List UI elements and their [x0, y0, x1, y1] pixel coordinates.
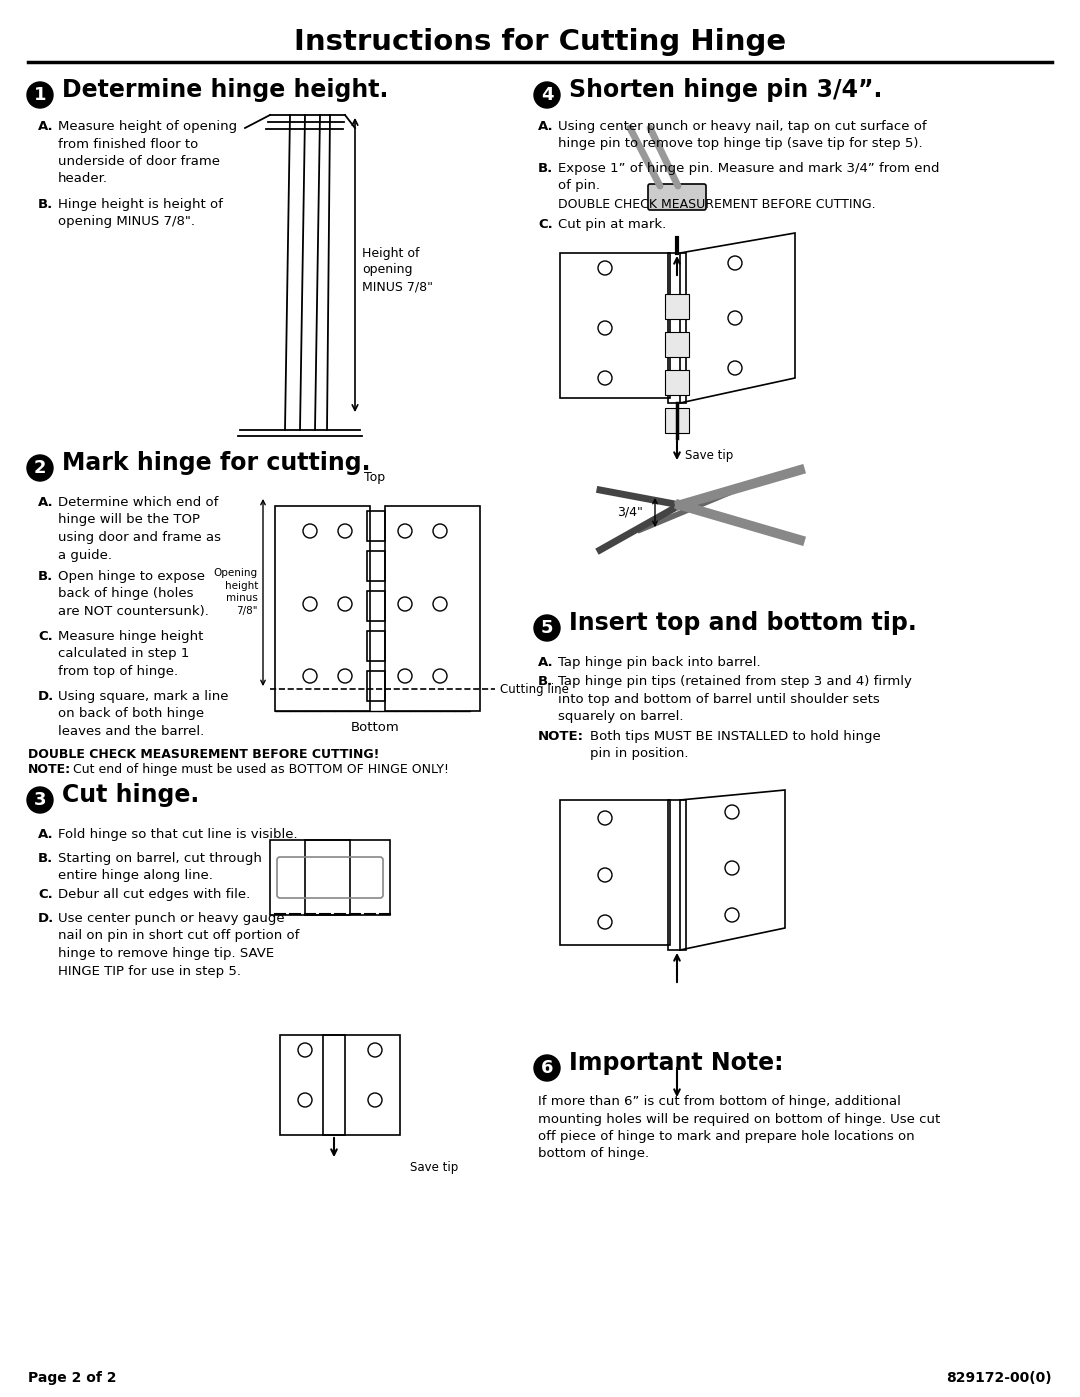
Text: Measure hinge height
calculated in step 1
from top of hinge.: Measure hinge height calculated in step … [58, 630, 203, 678]
Text: NOTE:: NOTE: [538, 731, 584, 743]
Text: Starting on barrel, cut through
entire hinge along line.: Starting on barrel, cut through entire h… [58, 852, 261, 883]
Text: Tap hinge pin tips (retained from step 3 and 4) firmly
into top and bottom of ba: Tap hinge pin tips (retained from step 3… [558, 675, 912, 724]
Text: Using square, mark a line
on back of both hinge
leaves and the barrel.: Using square, mark a line on back of bot… [58, 690, 229, 738]
Text: Open hinge to expose
back of hinge (holes
are NOT countersunk).: Open hinge to expose back of hinge (hole… [58, 570, 208, 617]
Bar [665, 408, 689, 433]
Text: 6: 6 [541, 1059, 553, 1077]
Text: Expose 1” of hinge pin. Measure and mark 3/4” from end
of pin.: Expose 1” of hinge pin. Measure and mark… [558, 162, 940, 193]
Bar [270, 840, 390, 915]
Bar [305, 840, 350, 915]
Text: Tap hinge pin back into barrel.: Tap hinge pin back into barrel. [558, 657, 760, 669]
Text: Insert top and bottom tip.: Insert top and bottom tip. [569, 610, 917, 636]
Text: A.: A. [538, 657, 554, 669]
Text: Opening
height
minus
7/8": Opening height minus 7/8" [214, 569, 258, 616]
Text: Use center punch or heavy gauge
nail on pin in short cut off portion of
hinge to: Use center punch or heavy gauge nail on … [58, 912, 299, 978]
Text: Bottom: Bottom [351, 721, 400, 733]
Text: Measure height of opening
from finished floor to
underside of door frame
header.: Measure height of opening from finished … [58, 120, 238, 186]
Text: A.: A. [38, 496, 54, 509]
Bar [669, 800, 686, 950]
Circle shape [27, 82, 53, 108]
Text: 829172-00(0): 829172-00(0) [946, 1370, 1052, 1384]
Bar [665, 332, 689, 358]
Bar [323, 1035, 345, 1134]
Text: C.: C. [538, 218, 553, 231]
Circle shape [27, 787, 53, 813]
Text: Top: Top [364, 471, 386, 483]
Text: Mark hinge for cutting.: Mark hinge for cutting. [62, 451, 370, 475]
FancyBboxPatch shape [648, 184, 706, 210]
Text: Shorten hinge pin 3/4”.: Shorten hinge pin 3/4”. [569, 78, 882, 102]
Text: C.: C. [38, 630, 53, 643]
Text: Using center punch or heavy nail, tap on cut surface of
hinge pin to remove top : Using center punch or heavy nail, tap on… [558, 120, 927, 151]
Bar [367, 511, 384, 541]
Bar [280, 1035, 400, 1134]
Circle shape [534, 1055, 561, 1081]
Bar [367, 671, 384, 701]
Text: Important Note:: Important Note: [569, 1051, 783, 1076]
Text: D.: D. [38, 912, 54, 925]
Text: A.: A. [38, 828, 54, 841]
Text: 2: 2 [33, 460, 46, 476]
Circle shape [534, 82, 561, 108]
Text: Both tips MUST BE INSTALLED to hold hinge
pin in position.: Both tips MUST BE INSTALLED to hold hing… [590, 731, 881, 760]
Text: Instructions for Cutting Hinge: Instructions for Cutting Hinge [294, 28, 786, 56]
Text: Hinge height is height of
opening MINUS 7/8".: Hinge height is height of opening MINUS … [58, 198, 222, 229]
Text: 4: 4 [541, 87, 553, 103]
Text: Height of
opening
MINUS 7/8": Height of opening MINUS 7/8" [362, 246, 433, 293]
Text: Debur all cut edges with file.: Debur all cut edges with file. [58, 888, 251, 901]
Text: 3: 3 [33, 791, 46, 809]
Text: If more than 6” is cut from bottom of hinge, additional
mounting holes will be r: If more than 6” is cut from bottom of hi… [538, 1095, 941, 1161]
Bar [367, 550, 384, 581]
Text: Page 2 of 2: Page 2 of 2 [28, 1370, 117, 1384]
Text: C.: C. [38, 888, 53, 901]
Bar [665, 370, 689, 395]
Text: Cut pin at mark.: Cut pin at mark. [558, 218, 666, 231]
Text: NOTE:: NOTE: [28, 763, 71, 775]
Text: 5: 5 [541, 619, 553, 637]
Text: D.: D. [38, 690, 54, 703]
Bar [367, 591, 384, 622]
Bar [669, 253, 686, 402]
Text: B.: B. [538, 162, 553, 175]
Text: Cut end of hinge must be used as BOTTOM OF HINGE ONLY!: Cut end of hinge must be used as BOTTOM … [73, 763, 449, 775]
Text: Save tip: Save tip [410, 1161, 458, 1175]
Text: Save tip: Save tip [685, 450, 733, 462]
Text: Cut hinge.: Cut hinge. [62, 782, 199, 807]
Circle shape [27, 455, 53, 481]
Text: DOUBLE CHECK MEASUREMENT BEFORE CUTTING!: DOUBLE CHECK MEASUREMENT BEFORE CUTTING! [28, 747, 379, 761]
Text: A.: A. [38, 120, 54, 133]
Text: Determine hinge height.: Determine hinge height. [62, 78, 389, 102]
Text: B.: B. [538, 675, 553, 687]
Text: 3/4": 3/4" [617, 506, 643, 518]
Text: A.: A. [538, 120, 554, 133]
Text: B.: B. [38, 198, 53, 211]
Bar [367, 631, 384, 661]
Bar [665, 293, 689, 319]
Circle shape [534, 615, 561, 641]
Text: Determine which end of
hinge will be the TOP
using door and frame as
a guide.: Determine which end of hinge will be the… [58, 496, 221, 562]
Text: B.: B. [38, 852, 53, 865]
Text: Cutting line: Cutting line [500, 683, 569, 696]
Text: DOUBLE CHECK MEASUREMENT BEFORE CUTTING.: DOUBLE CHECK MEASUREMENT BEFORE CUTTING. [558, 198, 876, 211]
Text: Fold hinge so that cut line is visible.: Fold hinge so that cut line is visible. [58, 828, 298, 841]
Text: B.: B. [38, 570, 53, 583]
Text: 1: 1 [33, 87, 46, 103]
